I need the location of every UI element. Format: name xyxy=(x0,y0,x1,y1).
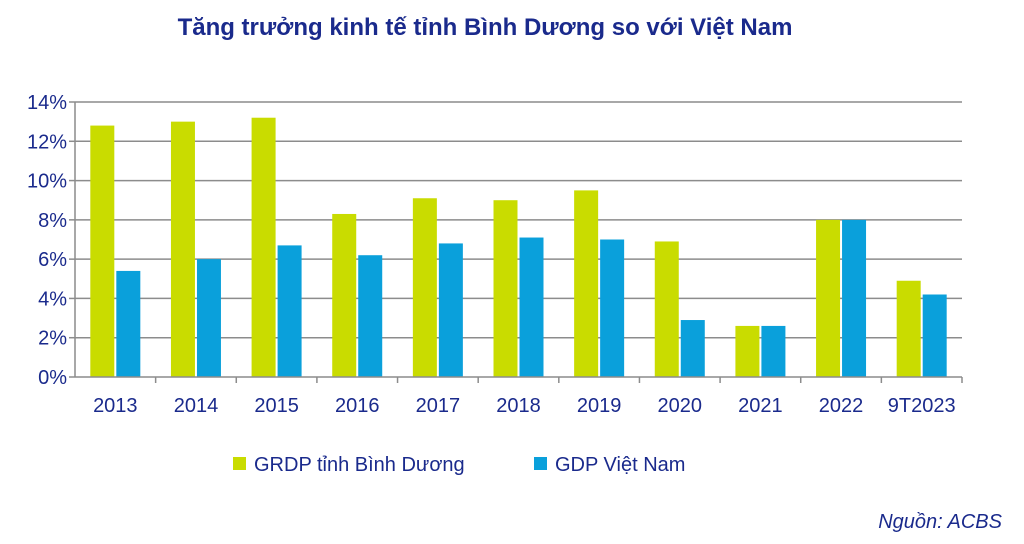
y-tick-label: 12% xyxy=(27,131,67,153)
bar-grdp-2020 xyxy=(654,241,679,377)
bar-grdp-2014 xyxy=(170,121,195,378)
x-tick-label: 2013 xyxy=(93,395,138,417)
x-tick-label: 2015 xyxy=(254,395,299,417)
bar-gdp-2019 xyxy=(600,239,625,377)
source-note: Nguồn: ACBS xyxy=(878,511,1002,533)
bar-grdp-9T2023 xyxy=(896,280,921,377)
bar-gdp-9T2023 xyxy=(922,294,947,377)
bar-grdp-2018 xyxy=(493,200,518,377)
y-tick-label: 4% xyxy=(38,288,67,310)
x-tick-label: 2018 xyxy=(496,395,541,417)
y-tick-label: 8% xyxy=(38,210,67,232)
bar-grdp-2019 xyxy=(574,190,599,377)
gridlines xyxy=(75,101,962,339)
bars xyxy=(90,117,947,378)
x-tick-label: 2019 xyxy=(577,395,622,417)
y-tick-label: 0% xyxy=(38,367,67,389)
x-tick-label: 2022 xyxy=(819,395,864,417)
bar-grdp-2016 xyxy=(332,213,357,377)
bar-gdp-2022 xyxy=(842,219,867,377)
legend-swatch-gdp xyxy=(534,457,547,470)
bar-gdp-2014 xyxy=(196,259,221,377)
bar-gdp-2016 xyxy=(358,255,383,377)
x-tick-label: 2021 xyxy=(738,395,783,417)
bar-gdp-2013 xyxy=(116,270,141,377)
chart-title: Tăng trưởng kinh tế tỉnh Bình Dương so v… xyxy=(177,14,793,41)
legend: GRDP tỉnh Bình Dương GDP Việt Nam xyxy=(233,454,685,476)
bar-gdp-2015 xyxy=(277,245,302,377)
legend-label-gdp: GDP Việt Nam xyxy=(555,454,685,476)
x-tick-label: 2020 xyxy=(658,395,703,417)
bar-gdp-2020 xyxy=(680,320,705,377)
bar-grdp-2017 xyxy=(412,198,437,377)
x-tick-label: 2017 xyxy=(416,395,461,417)
x-axis-labels: 2013 2014 2015 2016 2017 2018 2019 2020 2021 2022… xyxy=(93,377,963,417)
x-tick-label: 2016 xyxy=(335,395,380,417)
bar-grdp-2013 xyxy=(90,125,115,377)
y-tick-label: 10% xyxy=(27,171,67,193)
x-tick-label: 9T2023 xyxy=(888,395,956,417)
bar-gdp-2021 xyxy=(761,325,786,377)
x-tick-label: 2014 xyxy=(174,395,219,417)
y-tick-label: 14% xyxy=(27,92,67,114)
bar-grdp-2022 xyxy=(816,219,841,377)
legend-label-grdp: GRDP tỉnh Bình Dương xyxy=(254,454,465,476)
legend-swatch-grdp xyxy=(233,457,246,470)
y-axis-ticks: 0% 2% 4% 6% 8% 10% 12% 14% xyxy=(27,92,75,389)
y-tick-label: 2% xyxy=(38,328,67,350)
bar-chart: 0% 2% 4% 6% 8% 10% 12% 14% 2013 2014 2015 2016 2017… xyxy=(27,92,963,476)
bar-gdp-2017 xyxy=(438,243,463,377)
bar-grdp-2015 xyxy=(251,117,276,377)
bar-gdp-2018 xyxy=(519,237,544,377)
bar-grdp-2021 xyxy=(735,325,760,377)
y-tick-label: 6% xyxy=(38,249,67,271)
